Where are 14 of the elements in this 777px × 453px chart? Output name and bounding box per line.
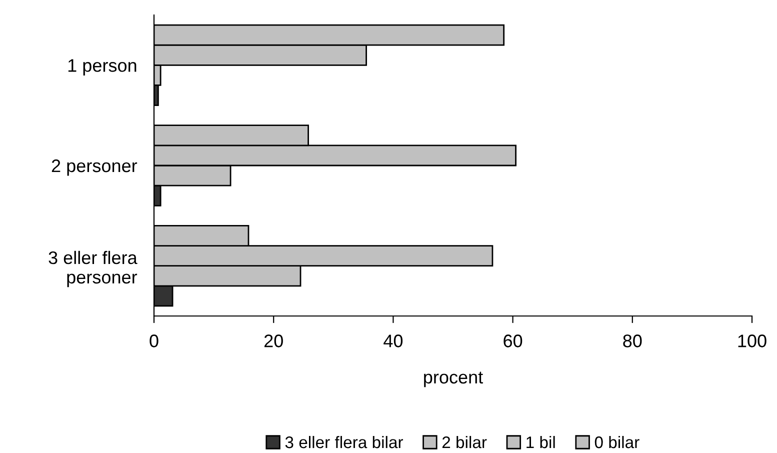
x-tick-label: 20 — [264, 334, 283, 348]
y-tick-label: 1 person — [68, 59, 136, 76]
x-tick-label: 80 — [623, 334, 642, 348]
x-tick-label: 60 — [504, 334, 522, 348]
legend-label: 3 eller flera bilar — [285, 436, 404, 448]
legend-label: 0 bilar — [594, 436, 640, 448]
x-tick-label: 40 — [384, 334, 403, 348]
y-tick-label: 3 eller flera personer — [48, 250, 138, 288]
x-tick-label: 0 — [150, 334, 158, 348]
x-tick-label: 100 — [738, 334, 766, 348]
x-axis-title: procent — [424, 372, 483, 388]
legend-label: 1 bil — [526, 436, 555, 448]
legend-label: 2 bilar — [442, 436, 487, 448]
y-tick-label: 2 personer — [52, 159, 138, 176]
